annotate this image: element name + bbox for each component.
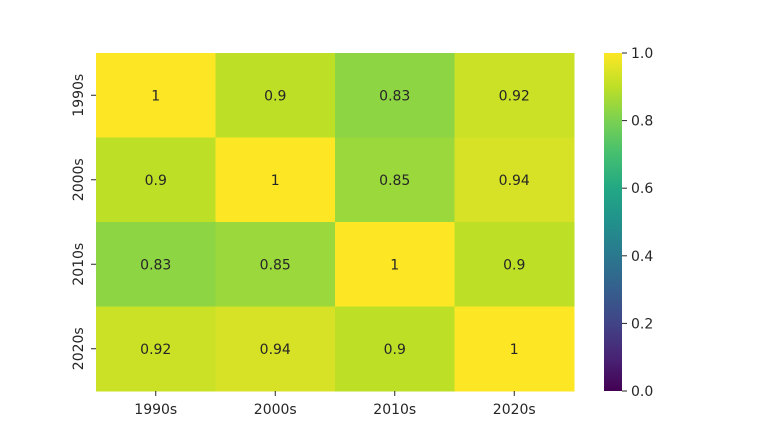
- colorbar: 0.0 0.2 0.4 0.6 0.8 1.0: [604, 46, 653, 400]
- heatmap-cell-label: 0.9: [503, 257, 525, 273]
- heatmap-cell-label: 1: [271, 173, 280, 189]
- colorbar-tick-label: 1.0: [631, 46, 653, 62]
- colorbar-tick-label: 0.2: [631, 316, 653, 332]
- heatmap-cell-label: 1: [510, 342, 519, 358]
- heatmap-cell-label: 0.9: [384, 342, 406, 358]
- heatmap-cell-label: 0.85: [379, 173, 410, 189]
- heatmap-cell: [454, 53, 575, 138]
- heatmap-cell: [335, 222, 455, 307]
- heatmap-cell-label: 0.9: [264, 88, 286, 104]
- heatmap-cell: [454, 306, 575, 392]
- y-tick-label: 1990s: [71, 74, 87, 117]
- colorbar-tick-label: 0.6: [631, 181, 653, 197]
- heatmap-cell: [215, 222, 336, 307]
- heatmap-cell-label: 1: [390, 257, 399, 273]
- heatmap-cell-label: 0.92: [499, 88, 530, 104]
- colorbar-tick-label: 0.8: [631, 114, 653, 130]
- heatmap-cell: [335, 53, 455, 138]
- heatmap-cell-labels: 1 0.9 0.83 0.92 0.9 1 0.85 0.94 0.83 0.85 1 0.9 0.92…: [140, 88, 530, 358]
- heatmap-cell: [454, 137, 575, 223]
- x-tick-label: 2020s: [493, 402, 536, 418]
- heatmap-cell-label: 0.85: [260, 257, 291, 273]
- colorbar-gradient: [604, 53, 622, 391]
- heatmap-cell-label: 0.94: [499, 173, 530, 189]
- y-tick-label: 2020s: [71, 327, 87, 370]
- heatmap-cell-label: 0.83: [379, 88, 410, 104]
- heatmap-cell: [96, 306, 216, 392]
- heatmap-cell: [96, 137, 216, 223]
- heatmap-cell-label: 1: [151, 88, 160, 104]
- heatmap-cell: [454, 222, 575, 307]
- heatmap-cell: [335, 306, 455, 392]
- colorbar-tick-label: 0.4: [631, 249, 653, 265]
- y-axis: 1990s 2000s 2010s 2020s: [71, 74, 96, 370]
- x-axis: 1990s 2000s 2010s 2020s: [134, 391, 536, 418]
- heatmap-cells: [96, 53, 575, 392]
- heatmap-cell-label: 0.94: [260, 342, 291, 358]
- heatmap-cell: [215, 306, 336, 392]
- y-tick-label: 2010s: [71, 243, 87, 286]
- heatmap-cell-label: 0.83: [140, 257, 171, 273]
- heatmap-cell-label: 0.9: [145, 173, 167, 189]
- heatmap-cell: [96, 222, 216, 307]
- x-tick-label: 1990s: [134, 402, 177, 418]
- y-tick-label: 2000s: [71, 158, 87, 201]
- x-tick-label: 2000s: [254, 402, 297, 418]
- heatmap-cell: [215, 137, 336, 223]
- x-tick-label: 2010s: [373, 402, 416, 418]
- heatmap-cell-label: 0.92: [140, 342, 171, 358]
- heatmap-cell: [335, 137, 455, 223]
- heatmap-cell: [215, 53, 336, 138]
- colorbar-tick-label: 0.0: [631, 384, 653, 400]
- heatmap-cell: [96, 53, 216, 138]
